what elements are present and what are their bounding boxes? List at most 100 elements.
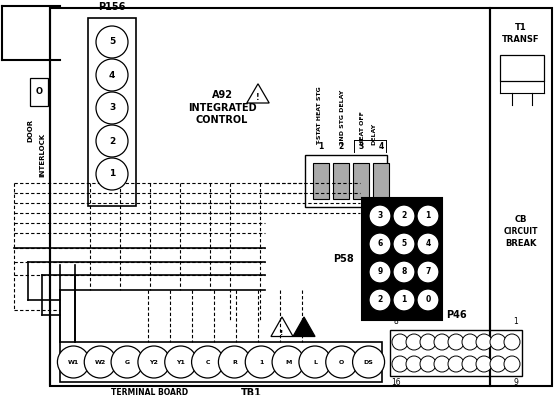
Circle shape <box>192 346 224 378</box>
Text: 4: 4 <box>109 70 115 79</box>
Text: 7: 7 <box>425 267 430 276</box>
Circle shape <box>96 158 128 190</box>
Text: 2: 2 <box>402 211 407 220</box>
Circle shape <box>476 356 492 372</box>
Bar <box>50 8 490 386</box>
Text: P156: P156 <box>98 2 126 12</box>
Text: INTERLOCK: INTERLOCK <box>39 133 45 177</box>
Text: Y2: Y2 <box>150 359 158 365</box>
Circle shape <box>490 334 506 350</box>
Text: 1: 1 <box>259 359 264 365</box>
Text: 8: 8 <box>401 267 407 276</box>
Text: TB1: TB1 <box>240 388 261 395</box>
Polygon shape <box>293 317 315 337</box>
Text: CB: CB <box>515 216 527 224</box>
Text: L: L <box>313 359 317 365</box>
Bar <box>373 163 389 199</box>
Text: C: C <box>206 359 210 365</box>
Circle shape <box>392 356 408 372</box>
Text: 2: 2 <box>109 137 115 145</box>
Bar <box>362 198 442 320</box>
Circle shape <box>272 346 304 378</box>
Circle shape <box>352 346 384 378</box>
Bar <box>500 55 544 81</box>
Circle shape <box>393 289 415 311</box>
Text: 4: 4 <box>378 142 383 151</box>
Circle shape <box>138 346 170 378</box>
Circle shape <box>417 233 439 255</box>
Circle shape <box>417 261 439 283</box>
Text: 5: 5 <box>402 239 407 248</box>
Circle shape <box>420 356 436 372</box>
Text: 3: 3 <box>109 103 115 113</box>
Bar <box>30 78 48 106</box>
Circle shape <box>448 356 464 372</box>
Text: O: O <box>339 359 345 365</box>
Text: 2: 2 <box>377 295 383 305</box>
Circle shape <box>504 334 520 350</box>
Text: 1: 1 <box>319 142 324 151</box>
Circle shape <box>84 346 116 378</box>
Text: T1: T1 <box>515 23 527 32</box>
Text: 5: 5 <box>109 38 115 47</box>
Text: P58: P58 <box>334 254 354 264</box>
Circle shape <box>326 346 358 378</box>
Text: 1: 1 <box>402 295 407 305</box>
Circle shape <box>434 356 450 372</box>
Bar <box>490 8 552 386</box>
Bar <box>88 18 136 206</box>
Text: W2: W2 <box>95 359 106 365</box>
Bar <box>333 163 349 199</box>
Text: CIRCUIT: CIRCUIT <box>504 228 538 237</box>
Circle shape <box>369 289 391 311</box>
Text: 9: 9 <box>514 378 519 387</box>
Text: 1: 1 <box>425 211 430 220</box>
Circle shape <box>417 289 439 311</box>
Circle shape <box>369 261 391 283</box>
Circle shape <box>406 356 422 372</box>
Text: 1: 1 <box>514 317 519 326</box>
Text: G: G <box>125 359 130 365</box>
Circle shape <box>504 356 520 372</box>
Circle shape <box>96 92 128 124</box>
Text: R: R <box>232 359 237 365</box>
Text: Y1: Y1 <box>176 359 185 365</box>
Circle shape <box>299 346 331 378</box>
Circle shape <box>245 346 277 378</box>
Circle shape <box>165 346 197 378</box>
Text: DELAY: DELAY <box>372 123 377 145</box>
Text: 3: 3 <box>377 211 383 220</box>
Bar <box>60 342 382 382</box>
Circle shape <box>96 59 128 91</box>
Circle shape <box>218 346 250 378</box>
Circle shape <box>369 205 391 227</box>
Text: CONTROL: CONTROL <box>196 115 248 125</box>
Text: M: M <box>285 359 291 365</box>
Circle shape <box>462 334 478 350</box>
Bar <box>305 155 387 207</box>
Text: DS: DS <box>363 359 373 365</box>
Circle shape <box>393 205 415 227</box>
Circle shape <box>393 233 415 255</box>
Bar <box>353 163 369 199</box>
Text: 9: 9 <box>377 267 383 276</box>
Text: !: ! <box>256 92 260 102</box>
Text: TERMINAL BOARD: TERMINAL BOARD <box>111 388 188 395</box>
Bar <box>390 330 522 376</box>
Text: 3: 3 <box>358 142 363 151</box>
Circle shape <box>448 334 464 350</box>
Text: P46: P46 <box>445 310 466 320</box>
Circle shape <box>476 334 492 350</box>
Circle shape <box>393 261 415 283</box>
Text: T-STAT HEAT STG: T-STAT HEAT STG <box>317 86 322 145</box>
Text: 6: 6 <box>377 239 383 248</box>
Circle shape <box>417 205 439 227</box>
Text: BREAK: BREAK <box>505 239 537 248</box>
Text: HEAT OFF: HEAT OFF <box>360 111 365 145</box>
Circle shape <box>58 346 89 378</box>
Text: 2ND STG DELAY: 2ND STG DELAY <box>340 90 345 145</box>
Text: 1: 1 <box>109 169 115 179</box>
Circle shape <box>434 334 450 350</box>
Text: DOOR: DOOR <box>27 118 33 141</box>
Circle shape <box>406 334 422 350</box>
